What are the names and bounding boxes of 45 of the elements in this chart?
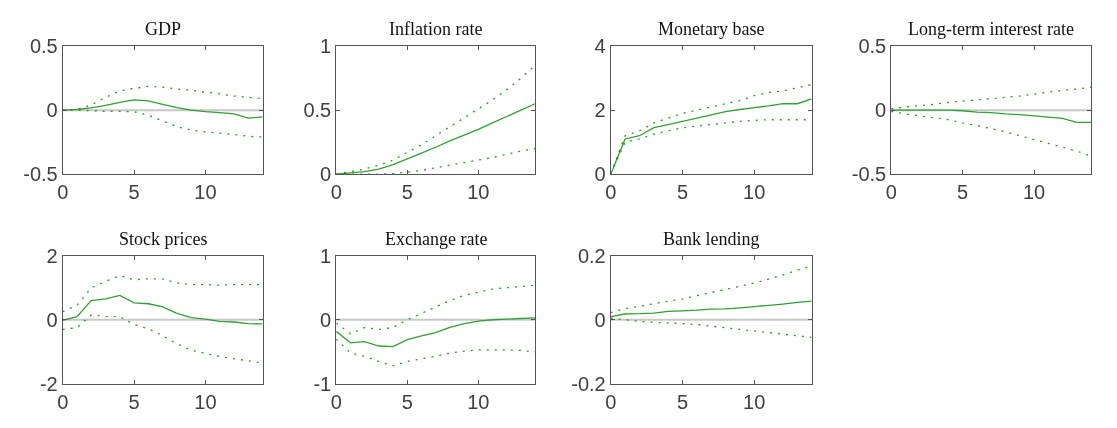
y-tick-label: -2 (39, 372, 58, 395)
chart-title: Bank lending (663, 229, 760, 249)
x-tick-label: 10 (194, 181, 217, 204)
chart-title: GDP (145, 19, 182, 39)
line-series (336, 284, 536, 335)
y-tick-label: 0 (320, 308, 332, 331)
y-tick-label: 2 (46, 244, 58, 267)
y-tick-label: 0.5 (29, 35, 58, 58)
x-tick-label: 10 (467, 390, 490, 413)
y-tick-label: 0.5 (858, 35, 887, 58)
y-tick-label: 1 (320, 35, 332, 58)
x-tick-label: 5 (957, 181, 969, 204)
y-tick-label: 0.5 (303, 99, 332, 122)
x-tick-label: 5 (128, 390, 140, 413)
x-tick-label: 10 (743, 181, 766, 204)
y-tick-label: -0.2 (571, 372, 606, 395)
chart-title: Stock prices (119, 229, 208, 249)
line-series (336, 317, 536, 348)
y-tick-label: 0 (320, 163, 332, 186)
x-tick-label: 10 (1022, 181, 1046, 204)
x-tick-label: 5 (401, 181, 413, 204)
y-tick-label: 0.2 (577, 244, 606, 267)
y-tick-label: 2 (594, 99, 606, 122)
y-tick-label: 0 (46, 99, 58, 122)
x-tick-label: 10 (194, 390, 217, 413)
y-tick-label: 0 (594, 163, 606, 186)
chart-title: Exchange rate (385, 229, 488, 249)
y-tick-label: 4 (594, 35, 606, 58)
x-tick-label: 5 (128, 181, 140, 204)
x-tick-label: 5 (401, 390, 413, 413)
x-tick-label: 10 (467, 181, 490, 204)
y-tick-label: -0.5 (851, 163, 887, 186)
y-tick-label: 0 (594, 308, 606, 331)
y-tick-label: 0 (875, 99, 887, 122)
chart-title: Long-term interest rate (908, 19, 1074, 39)
chart-title: Inflation rate (389, 19, 483, 39)
y-tick-label: -0.5 (23, 163, 58, 186)
chart-title: Monetary base (658, 19, 765, 39)
y-tick-label: -1 (313, 372, 332, 395)
x-tick-label: 10 (743, 390, 766, 413)
x-tick-label: 5 (676, 390, 689, 413)
y-tick-label: 0 (46, 308, 58, 331)
line-series (62, 294, 263, 325)
x-tick-label: 5 (676, 181, 689, 204)
y-tick-label: 1 (320, 244, 332, 267)
